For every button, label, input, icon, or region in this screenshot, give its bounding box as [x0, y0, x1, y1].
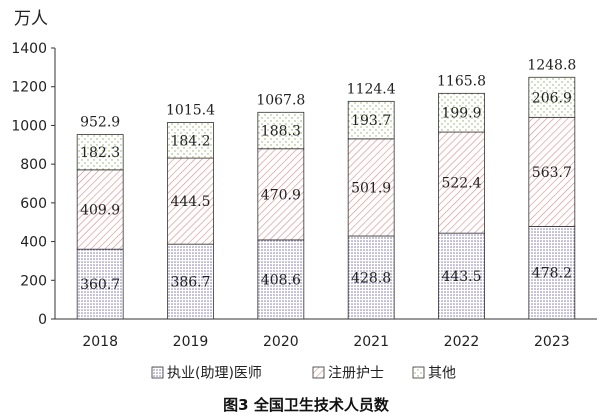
y-tick-label: 200 — [20, 273, 47, 289]
bar-group-2020: 408.6 470.9 188.3 1067.8 — [256, 92, 305, 320]
bar-segment-1 — [167, 243, 214, 320]
y-tick-label: 1400 — [11, 41, 47, 57]
bar-total-label: 952.9 — [80, 115, 120, 131]
bar-group-2019: 386.7 444.5 184.2 1015.4 — [166, 102, 215, 320]
segment-value-label: 470.9 — [261, 187, 301, 203]
bar-segment-1 — [438, 232, 485, 320]
y-tick-label: 1200 — [11, 80, 47, 96]
bar-group-2022: 443.5 522.4 199.9 1165.8 — [437, 73, 486, 320]
bar-total-label: 1124.4 — [347, 81, 396, 97]
bar-segment-2 — [528, 116, 576, 227]
segment-value-label: 188.3 — [261, 124, 301, 140]
segment-value-label: 478.2 — [532, 266, 572, 282]
segment-value-label: 522.4 — [441, 176, 481, 192]
bar-segment-3 — [347, 100, 395, 140]
bar-segment-1 — [528, 226, 576, 320]
y-axis: 0 200 400 600 800 1000 1200 1400 — [11, 41, 56, 328]
segment-value-label: 386.7 — [170, 275, 210, 291]
bar-total-label: 1067.8 — [256, 92, 305, 108]
bar-total-label: 1015.4 — [166, 102, 215, 118]
bar-segment-1 — [257, 239, 305, 320]
segment-value-label: 199.9 — [441, 106, 481, 122]
segment-value-label: 206.9 — [532, 90, 572, 106]
bar-segment-3 — [167, 122, 214, 159]
bar-segment-2 — [257, 148, 305, 241]
y-tick-label: 0 — [38, 312, 47, 328]
segment-value-label: 409.9 — [80, 203, 120, 219]
segment-value-label: 193.7 — [351, 113, 391, 129]
segment-value-label: 501.9 — [351, 180, 391, 196]
x-tick-label: 2018 — [82, 334, 118, 350]
y-tick-label: 1000 — [11, 118, 47, 134]
segment-value-label: 184.2 — [170, 133, 210, 149]
legend-swatch — [412, 366, 425, 379]
legend: 执业(助理)医师 注册护士 其他 — [151, 366, 456, 382]
segment-value-label: 563.7 — [532, 165, 572, 181]
x-axis: 2018 2019 2020 2021 2022 2023 — [55, 318, 597, 350]
legend-label: 执业(助理)医师 — [167, 366, 262, 382]
legend-label: 注册护士 — [328, 366, 384, 382]
bar-total-label: 1248.8 — [527, 57, 576, 73]
bar-total-label: 1165.8 — [437, 73, 486, 89]
y-tick-label: 400 — [20, 235, 47, 251]
segment-value-label: 428.8 — [351, 270, 391, 286]
bar-segment-2 — [167, 157, 214, 245]
bar-segment-3 — [438, 92, 485, 133]
y-axis-unit: 万人 — [14, 9, 48, 29]
bars: 360.7 409.9 182.3 952.9 386.7 444.5 184.2 1015.… — [76, 57, 576, 320]
bar-segment-2 — [347, 138, 395, 237]
segment-value-label: 182.3 — [80, 145, 120, 161]
bar-group-2021: 428.8 501.9 193.7 1124.4 — [347, 81, 396, 320]
chart-caption: 图3 全国卫生技术人员数 — [223, 396, 390, 414]
y-tick-label: 800 — [20, 157, 47, 173]
x-tick-label: 2023 — [534, 334, 570, 350]
segment-value-label: 444.5 — [170, 194, 210, 210]
bar-segment-3 — [528, 76, 576, 118]
legend-swatch — [151, 366, 164, 379]
segment-value-label: 360.7 — [80, 277, 120, 293]
bar-segment-3 — [257, 111, 305, 150]
bar-segment-1 — [347, 235, 395, 320]
x-tick-label: 2020 — [263, 334, 299, 350]
y-tick-label: 600 — [20, 196, 47, 212]
x-tick-label: 2019 — [173, 334, 209, 350]
legend-label: 其他 — [428, 366, 456, 382]
bar-group-2023: 478.2 563.7 206.9 1248.8 — [527, 57, 576, 320]
segment-value-label: 443.5 — [441, 269, 481, 285]
bar-group-2018: 360.7 409.9 182.3 952.9 — [76, 115, 124, 320]
legend-swatch — [312, 366, 325, 379]
segment-value-label: 408.6 — [261, 272, 301, 288]
bar-segment-2 — [76, 169, 124, 250]
x-tick-label: 2022 — [444, 334, 480, 350]
x-tick-label: 2021 — [353, 334, 389, 350]
bar-segment-3 — [76, 134, 124, 171]
